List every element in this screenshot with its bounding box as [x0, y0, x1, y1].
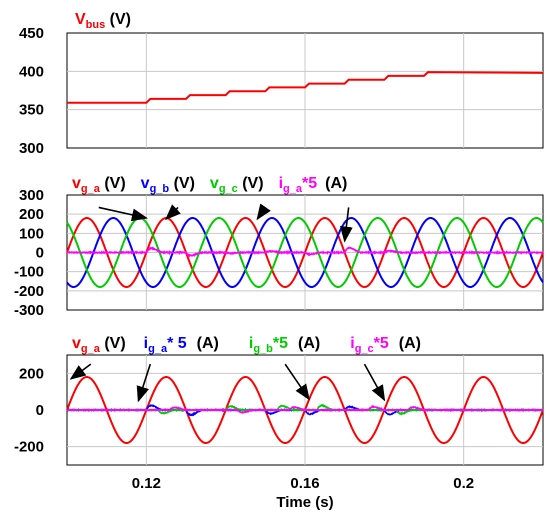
annotation-arrow — [165, 204, 181, 221]
annotation-arrow — [136, 363, 152, 403]
y-tick-label: 200 — [19, 206, 44, 223]
y-tick-label: -300 — [14, 302, 44, 319]
legend-label: Vbus (V) — [75, 11, 131, 31]
legend-label: vg_b (V) — [141, 175, 195, 195]
y-tick-label: 300 — [19, 140, 44, 157]
panel-vbus: 300 350 400 450 Vbus (V) — [19, 11, 544, 157]
annotation-arrow — [363, 363, 386, 402]
panel-grid-current: -200 0 200 0.12 0.16 0.2 vg_a (V) ig_a* 5 (A) ig_… — [14, 335, 544, 492]
series-ig-a-5 — [66, 246, 544, 258]
legend-label: vg_a (V) — [72, 335, 126, 355]
legend-label: (A) — [399, 335, 421, 352]
x-tick-label: 0.16 — [290, 475, 319, 492]
y-tick-label: 200 — [19, 365, 44, 382]
y-tick-label: 400 — [19, 63, 44, 80]
y-tick-label: 350 — [19, 102, 44, 119]
y-tick-label: 0 — [36, 402, 44, 419]
series-ig-c-5 — [66, 404, 544, 415]
legend-label: ig_c*5 — [350, 335, 389, 355]
y-tick-label: -100 — [14, 264, 44, 281]
panel-grid-voltage: -300 -200 -100 0 100 200 300 vg_a (V) vg_b (V) vg… — [14, 175, 544, 319]
legend-label: (A) — [325, 175, 347, 192]
x-tick-label: 0.2 — [453, 475, 474, 492]
legend-label: ig_a*5 — [279, 175, 318, 195]
y-tick-label: 300 — [19, 187, 44, 204]
x-axis-label: Time (s) — [276, 494, 333, 511]
legend-label: vg_c (V) — [210, 175, 264, 195]
y-tick-label: 450 — [19, 25, 44, 42]
y-tick-label: 100 — [19, 225, 44, 242]
x-tick-label: 0.12 — [132, 475, 161, 492]
annotation-arrow — [256, 203, 271, 221]
series-vg-c — [66, 217, 544, 288]
series-vg-b — [66, 217, 544, 288]
y-tick-label: -200 — [14, 283, 44, 300]
y-tick-label: -200 — [14, 439, 44, 456]
annotation-arrow — [98, 206, 148, 222]
y-tick-label: 0 — [36, 245, 44, 262]
legend-label: vg_a (V) — [72, 175, 126, 195]
annotation-arrow — [284, 363, 310, 401]
legend-label: ig_b*5 — [249, 335, 288, 355]
annotation-arrow — [340, 207, 353, 243]
series-vbus — [67, 71, 544, 104]
legend-label: (A) — [197, 335, 219, 352]
legend-label: ig_a* 5 — [144, 335, 187, 355]
annotation-arrow — [69, 363, 92, 380]
legend-label: (A) — [298, 335, 320, 352]
